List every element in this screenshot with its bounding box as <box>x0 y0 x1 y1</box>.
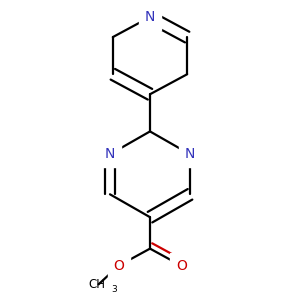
Text: N: N <box>105 147 115 161</box>
Text: O: O <box>113 259 124 273</box>
Text: N: N <box>185 147 195 161</box>
Text: O: O <box>176 259 187 273</box>
Text: 3: 3 <box>111 285 117 294</box>
Text: CH: CH <box>88 278 106 291</box>
Text: N: N <box>145 10 155 24</box>
